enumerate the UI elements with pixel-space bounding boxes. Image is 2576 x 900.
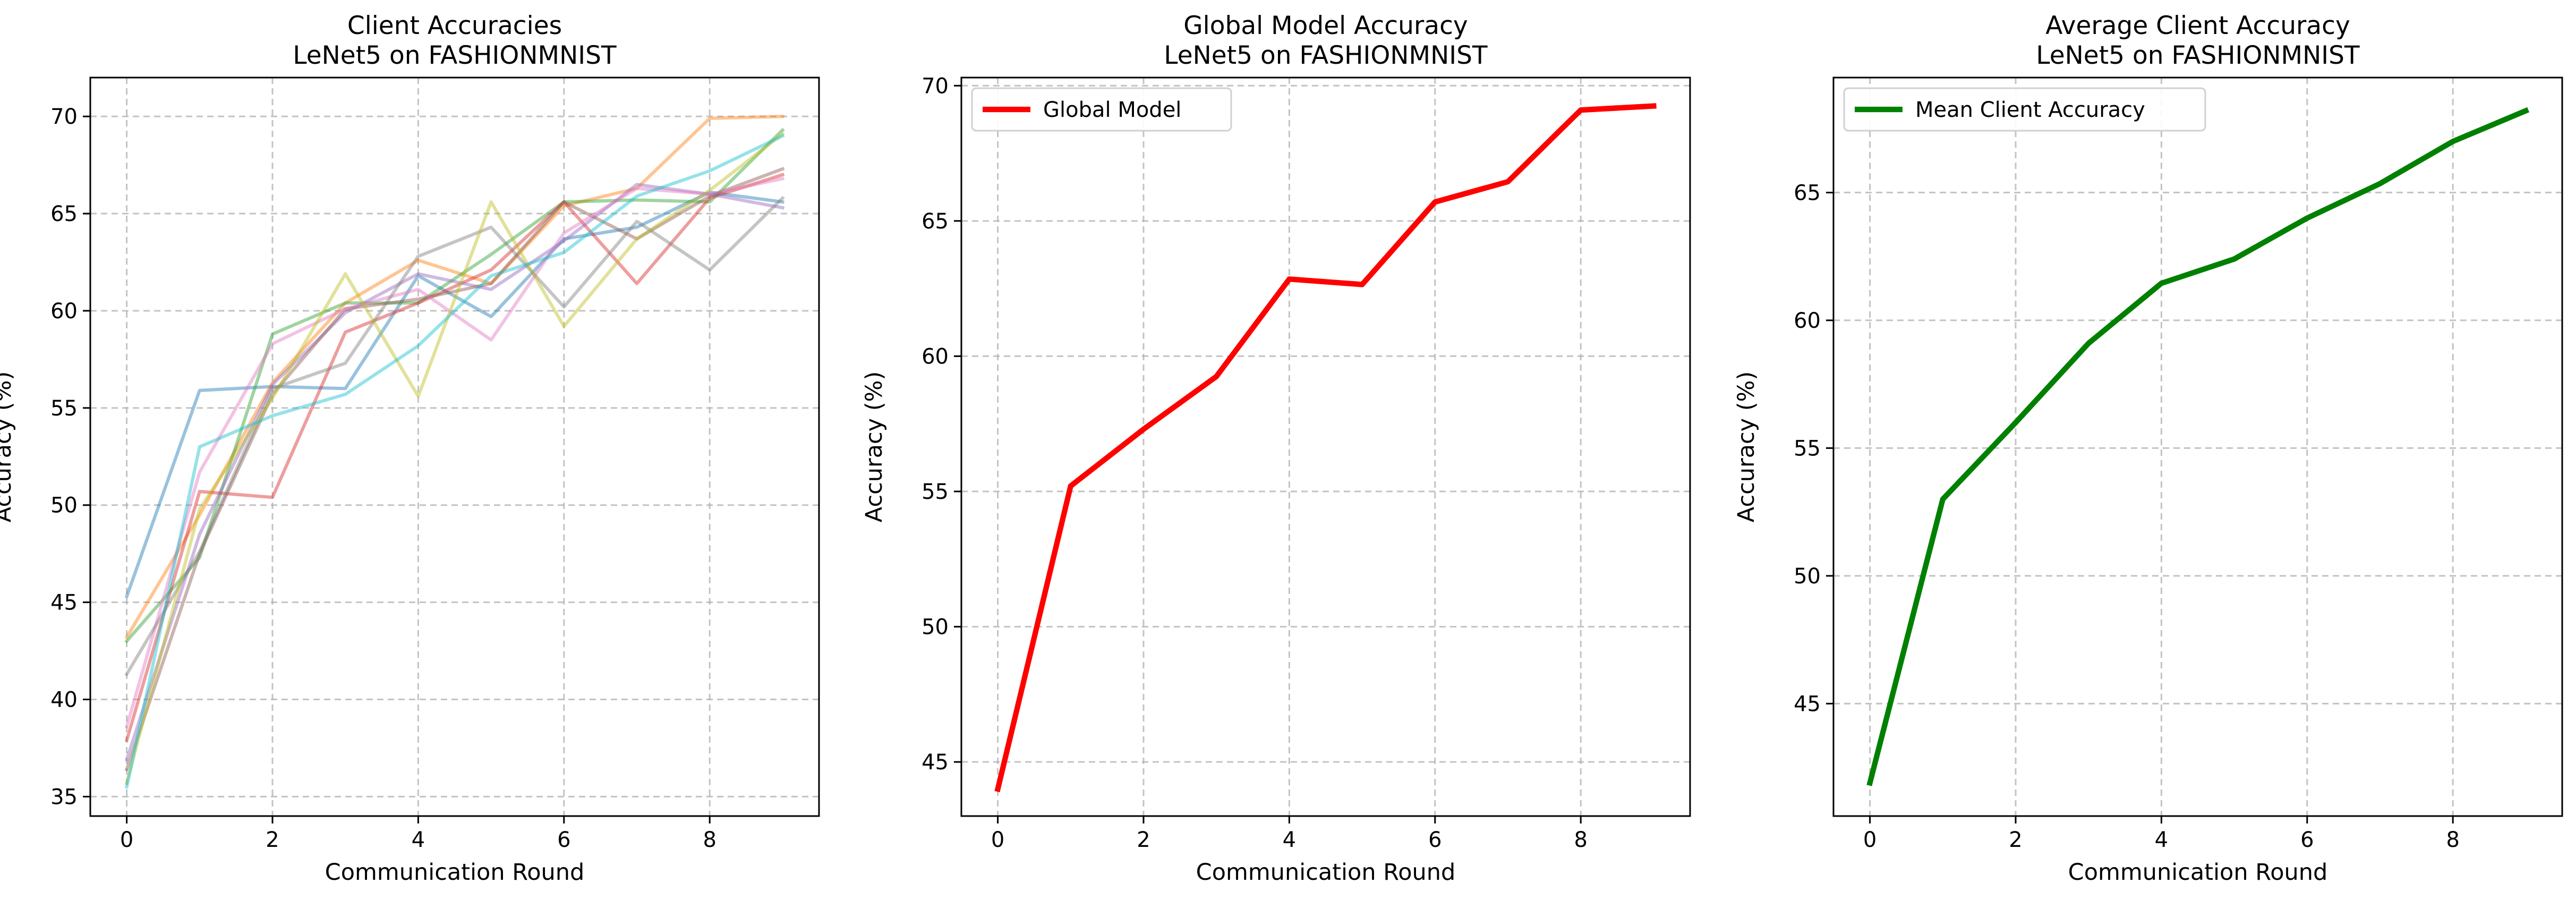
y-tick-label: 35 (50, 785, 78, 809)
series-line-8 (124, 196, 785, 677)
legend-label: Mean Client Accuracy (1915, 98, 2145, 122)
chart-title: Average Client Accuracy (2045, 11, 2350, 40)
y-tick-label: 60 (50, 299, 78, 324)
plot-frame (1832, 77, 2563, 817)
x-tick-label: 2 (1137, 828, 1150, 852)
chart-panel-3: 0 2 4 6 8 45 50 55 60 65 Average Client AccuracyLe… (1733, 11, 2563, 886)
y-axis-label: Accuracy (%) (1733, 371, 1760, 522)
series-line-6 (124, 166, 785, 772)
y-tick-label: 70 (922, 74, 949, 98)
y-tick-label: 50 (922, 615, 949, 640)
y-axis-label: Accuracy (%) (0, 371, 16, 522)
chart-title: Client Accuracies (347, 11, 562, 40)
series-line-10 (124, 133, 785, 789)
series-line-2 (124, 115, 784, 640)
x-tick-label: 4 (412, 828, 425, 852)
chart-title: LeNet5 on FASHIONMNIST (293, 41, 617, 70)
legend-box (1843, 87, 2206, 132)
y-tick-label: 65 (922, 209, 949, 234)
plot-frame (960, 77, 1691, 817)
x-axis-label: Communication Round (325, 859, 585, 886)
x-tick-label: 0 (120, 828, 133, 852)
series-line-1 (994, 103, 1657, 793)
chart-panel-2: 0 2 4 6 8 45 50 55 60 65 70 Global Model AccuracyLe… (861, 11, 1691, 886)
x-tick-label: 8 (1574, 828, 1587, 852)
y-tick-label: 60 (1794, 309, 1821, 333)
legend-box (971, 87, 1232, 132)
chart-title: Global Model Accuracy (1183, 11, 1468, 40)
y-tick-label: 55 (50, 396, 78, 421)
x-tick-label: 6 (1428, 828, 1441, 852)
y-tick-label: 70 (50, 105, 78, 129)
series-line-9 (124, 131, 785, 785)
y-axis-label: Accuracy (%) (861, 371, 888, 522)
chart-title: LeNet5 on FASHIONMNIST (1164, 41, 1488, 70)
chart-title: LeNet5 on FASHIONMNIST (2036, 41, 2360, 70)
series-line-1 (1866, 107, 2530, 786)
x-tick-label: 2 (266, 828, 279, 852)
x-axis-label: Communication Round (2068, 859, 2328, 886)
plot-frame (89, 77, 820, 817)
series-line-4 (124, 173, 785, 743)
series-line-1 (124, 190, 784, 599)
y-tick-label: 45 (50, 591, 78, 615)
series-line-5 (124, 183, 784, 762)
y-tick-label: 65 (50, 202, 78, 226)
y-tick-label: 65 (1794, 181, 1821, 205)
y-tick-label: 40 (50, 688, 78, 712)
series-line-3 (124, 128, 785, 644)
x-tick-label: 4 (1283, 828, 1296, 852)
chart-panel-1: 0 2 4 6 8 35 40 45 50 55 60 65 70 Client AccuraciesLe… (0, 11, 820, 886)
y-tick-label: 50 (1794, 564, 1821, 589)
x-tick-label: 0 (991, 828, 1004, 852)
x-tick-label: 4 (2155, 828, 2168, 852)
legend: Mean Client Accuracy (1843, 87, 2206, 132)
y-tick-label: 50 (50, 494, 78, 518)
y-tick-label: 60 (922, 344, 949, 369)
x-tick-label: 6 (557, 828, 570, 852)
legend-label: Global Model (1043, 98, 1181, 122)
x-tick-label: 6 (2300, 828, 2314, 852)
legend: Global Model (971, 87, 1232, 132)
x-tick-label: 8 (2446, 828, 2459, 852)
x-tick-label: 8 (703, 828, 716, 852)
y-tick-label: 45 (922, 750, 949, 775)
x-tick-label: 0 (1863, 828, 1876, 852)
series-line-7 (124, 176, 785, 729)
x-tick-label: 2 (2009, 828, 2022, 852)
y-tick-label: 55 (1794, 436, 1821, 461)
y-tick-label: 55 (922, 480, 949, 504)
x-axis-label: Communication Round (1196, 859, 1456, 886)
y-tick-label: 45 (1794, 692, 1821, 716)
